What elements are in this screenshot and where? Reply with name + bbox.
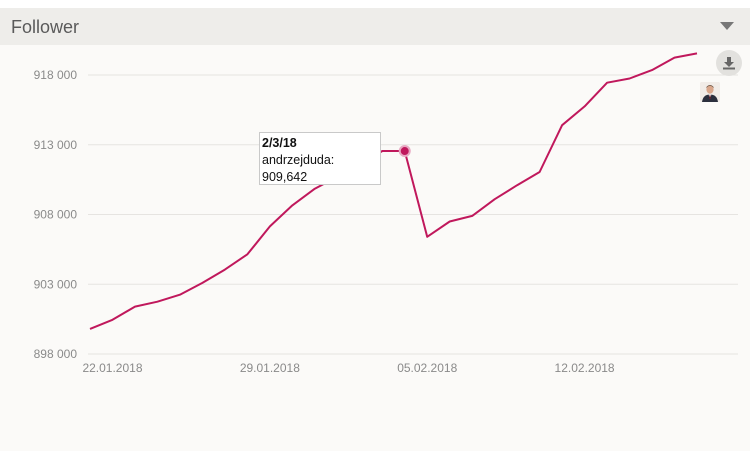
y-tick-label: 903 000 <box>34 277 78 291</box>
highlighted-point[interactable] <box>398 145 411 158</box>
series-line-andrzejduda <box>89 52 698 330</box>
profile-avatar <box>700 82 720 102</box>
y-tick-label: 913 000 <box>34 138 78 152</box>
tooltip-series: andrzejduda: <box>262 153 335 167</box>
x-tick-label: 29.01.2018 <box>240 361 300 375</box>
panel-title: Follower <box>11 17 80 37</box>
x-tick-label: 22.01.2018 <box>82 361 142 375</box>
x-tick-label: 05.02.2018 <box>397 361 457 375</box>
y-tick-label: 908 000 <box>34 208 78 222</box>
download-button[interactable] <box>716 50 742 76</box>
chart-panel <box>0 8 750 451</box>
chevron-down-icon[interactable] <box>720 22 734 30</box>
data-tooltip: 2/3/18 andrzejduda: 909,642 <box>259 132 381 185</box>
panel-header[interactable]: Follower <box>0 8 750 45</box>
y-tick-label: 918 000 <box>34 68 78 82</box>
tooltip-date: 2/3/18 <box>262 136 297 150</box>
x-tick-label: 12.02.2018 <box>555 361 615 375</box>
y-tick-label: 898 000 <box>34 347 78 361</box>
download-icon <box>723 57 735 70</box>
tooltip-value: 909,642 <box>262 170 308 184</box>
